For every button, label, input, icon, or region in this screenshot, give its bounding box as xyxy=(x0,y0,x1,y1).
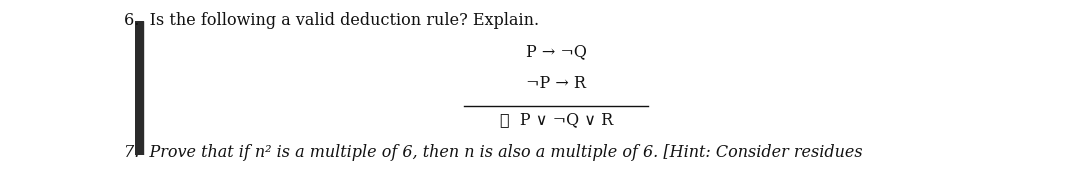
Text: 6.  Is the following a valid deduction rule? Explain.: 6. Is the following a valid deduction ru… xyxy=(124,12,539,29)
Text: 7.  Prove that if n² is a multiple of 6, then n is also a multiple of 6. [Hint: : 7. Prove that if n² is a multiple of 6, … xyxy=(124,144,863,161)
Text: ∴  P ∨ ¬Q ∨ R: ∴ P ∨ ¬Q ∨ R xyxy=(500,111,612,128)
Text: ¬P → R: ¬P → R xyxy=(526,75,586,92)
Text: P → ¬Q: P → ¬Q xyxy=(526,44,586,61)
Bar xyxy=(135,21,143,155)
